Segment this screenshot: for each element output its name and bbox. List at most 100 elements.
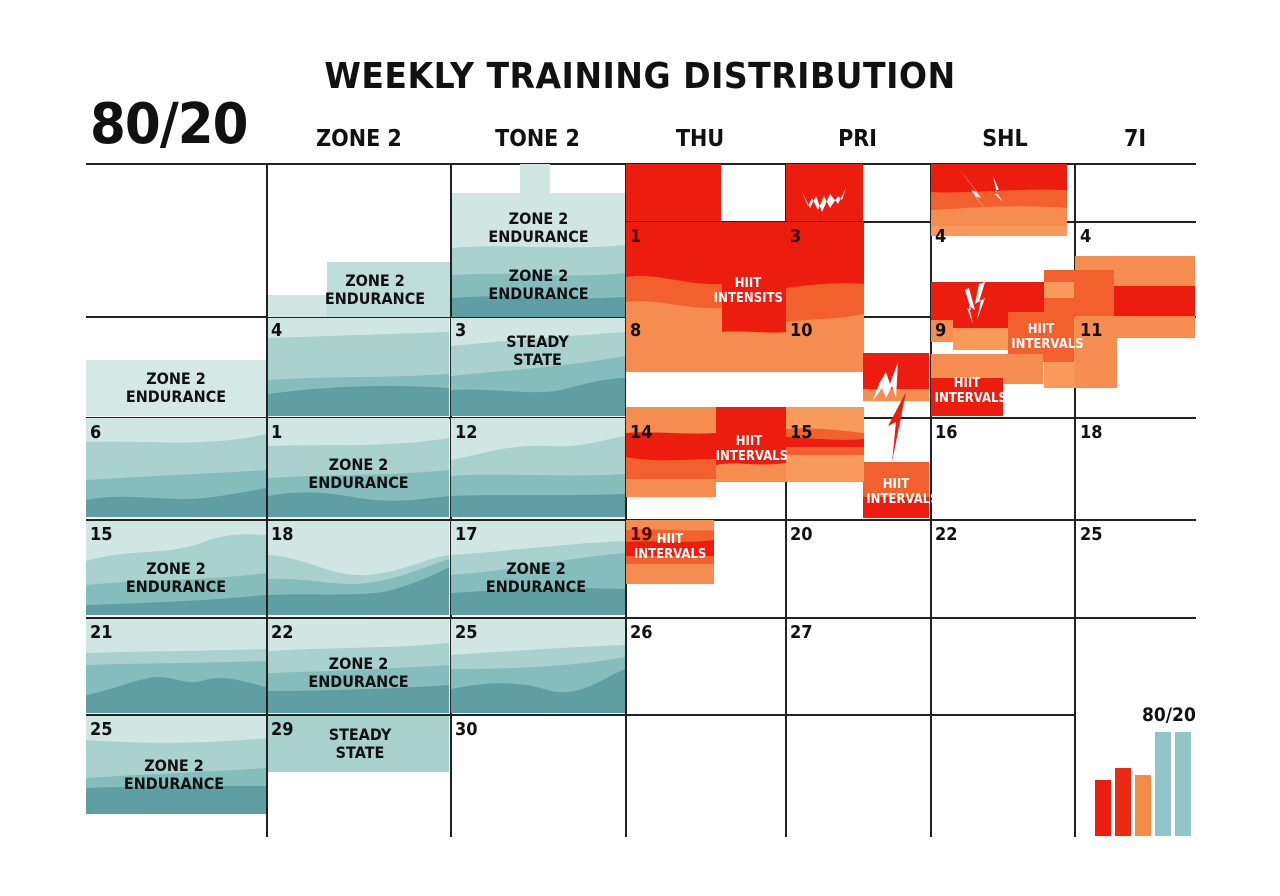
grid-line	[1074, 163, 1076, 837]
day-number: 1	[271, 422, 283, 443]
block-25	[451, 619, 625, 713]
day-number: 4	[935, 226, 947, 247]
workout-label: HIIT INTERVALS	[866, 477, 939, 507]
mini-bar-chart	[1095, 730, 1195, 836]
endurance-block	[268, 619, 449, 713]
steady-state-block	[268, 716, 449, 772]
endurance-block	[86, 360, 266, 416]
endurance-block	[327, 262, 450, 317]
day-number: 21	[90, 622, 113, 643]
gap	[626, 372, 863, 407]
day-number: 15	[90, 524, 113, 545]
workout-label: STEADY STATE	[328, 725, 392, 762]
grid-line	[450, 163, 452, 837]
hiit-intervals-block	[1008, 312, 1074, 362]
hiit-band	[953, 310, 1009, 330]
day-number: 6	[90, 422, 102, 443]
workout-label: HIIT INTERVALS	[634, 532, 707, 562]
mini-bar	[1135, 775, 1151, 836]
workout-label: HIIT INTERVALS	[1011, 322, 1084, 352]
column-header-pri: PRI	[838, 126, 877, 152]
workout-label: ZONE 2 ENDURANCE	[485, 559, 587, 596]
hiit-intervals-block	[863, 497, 929, 518]
hiit-band	[931, 320, 953, 342]
hiit-block	[626, 164, 721, 221]
grid-line	[930, 163, 932, 837]
column-header-shl: SHL	[982, 126, 1028, 152]
hiit-block	[626, 407, 716, 497]
workout-label: ZONE 2 ENDURANCE	[324, 271, 426, 308]
workout-label: ZONE 2 ENDURANCE	[308, 455, 409, 492]
day-number: 3	[790, 226, 802, 247]
column-header-7i: 7I	[1123, 126, 1147, 152]
endurance-block	[86, 418, 266, 517]
workout-label: ZONE 2 ENDURANCE	[488, 209, 589, 246]
grid-line	[86, 519, 1196, 521]
mini-chart-label: 80/20	[1142, 704, 1196, 726]
day-number: 18	[271, 524, 294, 545]
block-18	[268, 521, 449, 615]
day-number: 27	[790, 622, 813, 643]
hiit-intervals-block	[716, 407, 786, 482]
workout-label: ZONE 2 ENDURANCE	[125, 559, 227, 596]
grid-line	[625, 163, 627, 837]
workout-label: HIIT INTERVALS	[934, 376, 1007, 406]
day-number: 4	[271, 320, 283, 341]
workout-label: ZONE 2 ENDURANCE	[123, 756, 225, 793]
endurance-block	[268, 418, 449, 517]
endurance-block	[520, 164, 550, 194]
hiit-band	[1075, 336, 1117, 388]
grid-line	[86, 714, 1075, 716]
grid-line	[785, 163, 787, 837]
hiit-block	[786, 407, 864, 482]
workout-label: HIIT INTENSITS	[713, 276, 783, 306]
day-number: 11	[1080, 320, 1103, 341]
hiit-band	[1075, 316, 1195, 338]
grid-line	[626, 316, 1196, 318]
day-number: 4	[1080, 226, 1092, 247]
day-number: 17	[455, 524, 478, 545]
workout-label: ZONE 2 ENDURANCE	[488, 266, 589, 303]
lightning-icon	[955, 282, 995, 328]
hiit-block	[931, 164, 1067, 236]
column-header-3: TONE 2	[495, 126, 580, 152]
day-number: 12	[455, 422, 478, 443]
brand-ratio: 80/20	[90, 92, 249, 157]
day-number: 25	[455, 622, 478, 643]
hiit-block	[786, 164, 863, 221]
day-number: 20	[790, 524, 813, 545]
page-title: WEEKLY TRAINING DISTRIBUTION	[324, 56, 956, 97]
day-number: 26	[630, 622, 653, 643]
workout-label: HIIT INTERVALS	[715, 434, 789, 464]
day-number: 25	[1080, 524, 1103, 545]
grid-line	[86, 163, 1196, 165]
day-number: 19	[630, 524, 653, 545]
hiit-intervals-block	[626, 520, 714, 584]
day-number: 29	[271, 719, 294, 740]
lightning-icon	[802, 188, 846, 212]
workout-label: ZONE 2 ENDURANCE	[125, 369, 227, 406]
day-number: 3	[455, 320, 467, 341]
grid-line	[626, 221, 1196, 223]
workout-label: STEADY STATE	[506, 332, 569, 369]
mini-bar	[1155, 732, 1171, 836]
steady-state-block	[451, 318, 625, 416]
day-number: 15	[790, 422, 813, 443]
endurance-block	[86, 521, 266, 615]
day-number: 14	[630, 422, 653, 443]
day-number: 16	[935, 422, 958, 443]
mini-bar	[1095, 780, 1111, 836]
grid-line	[86, 617, 1196, 619]
day-number: 25	[90, 719, 113, 740]
day-number: 22	[271, 622, 294, 643]
column-header-thu: THU	[675, 126, 725, 152]
hiit-intensity-block	[626, 222, 864, 372]
mini-bar	[1115, 768, 1131, 836]
day-number: 30	[455, 719, 478, 740]
endurance-block	[452, 193, 625, 317]
grid-line	[266, 163, 268, 837]
day-number: 9	[935, 320, 947, 341]
hiit-band	[953, 328, 1009, 350]
workout-label: ZONE 2 ENDURANCE	[308, 654, 409, 691]
hiit-band	[1044, 282, 1074, 298]
